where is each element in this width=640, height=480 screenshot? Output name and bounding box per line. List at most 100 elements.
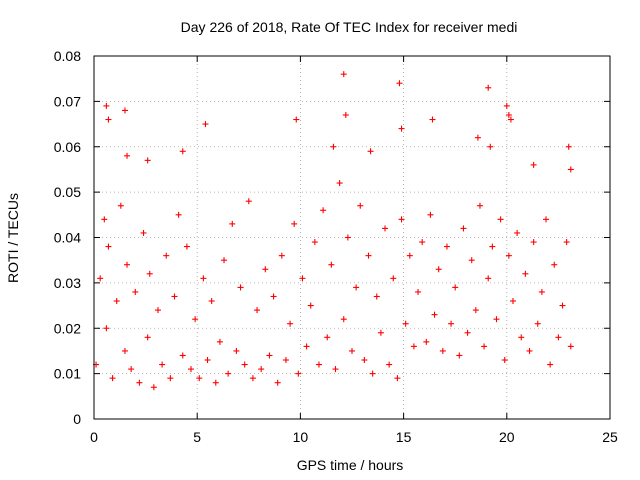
x-tick-label: 10 (293, 429, 309, 445)
x-tick-labels: 0 5 10 15 20 25 (90, 429, 618, 445)
data-point (501, 357, 508, 364)
data-point (291, 220, 298, 227)
data-point (332, 366, 339, 373)
y-tick-label: 0.01 (54, 366, 81, 382)
data-point (514, 229, 521, 236)
data-point (547, 361, 554, 368)
data-point (140, 229, 147, 236)
data-point (402, 320, 409, 327)
y-tick-label: 0.08 (54, 48, 81, 64)
y-axis-label: ROTI / TECUs (5, 193, 21, 283)
data-point (233, 347, 240, 354)
data-point (518, 334, 525, 341)
data-point (551, 261, 558, 268)
data-point (299, 275, 306, 282)
data-point (398, 125, 405, 132)
data-point (431, 311, 438, 318)
data-point (526, 347, 533, 354)
data-point (357, 202, 364, 209)
data-point (121, 107, 128, 114)
data-point (146, 270, 153, 277)
data-point (522, 270, 529, 277)
y-tick-label: 0.03 (54, 275, 81, 291)
data-point (330, 143, 337, 150)
data-point (254, 307, 261, 314)
data-point (503, 102, 510, 109)
data-point (415, 288, 422, 295)
data-point (121, 347, 128, 354)
data-point (124, 152, 131, 159)
data-point (497, 216, 504, 223)
data-point (394, 375, 401, 382)
data-point (188, 366, 195, 373)
plot-frame (93, 55, 611, 420)
data-point (567, 166, 574, 173)
chart-title: Day 226 of 2018, Rate Of TEC Index for r… (181, 19, 518, 35)
data-point (336, 180, 343, 187)
data-point (117, 202, 124, 209)
data-point (109, 375, 116, 382)
data-point (241, 361, 248, 368)
data-point (406, 252, 413, 259)
data-point (382, 225, 389, 232)
data-point (353, 284, 360, 291)
data-point (200, 275, 207, 282)
y-tick-label: 0.04 (54, 230, 81, 246)
data-point (274, 379, 281, 386)
data-point (245, 198, 252, 205)
data-point (196, 375, 203, 382)
data-point (567, 343, 574, 350)
data-point (249, 375, 256, 382)
data-point (464, 329, 471, 336)
data-point (340, 316, 347, 323)
data-point (266, 352, 273, 359)
data-point (262, 266, 269, 273)
data-point (419, 239, 426, 246)
data-point (311, 239, 318, 246)
data-point (103, 102, 110, 109)
y-tick-label: 0.02 (54, 320, 81, 336)
data-point (507, 116, 514, 123)
data-point (435, 266, 442, 273)
data-point (175, 211, 182, 218)
data-point (132, 288, 139, 295)
data-point (505, 252, 512, 259)
data-point (204, 357, 211, 364)
data-point (534, 320, 541, 327)
data-point (427, 211, 434, 218)
data-point (221, 257, 228, 264)
data-point (101, 216, 108, 223)
data-point (163, 252, 170, 259)
data-points (93, 71, 574, 391)
x-tick-label: 25 (602, 429, 618, 445)
data-point (386, 361, 393, 368)
data-point (493, 316, 500, 323)
data-point (258, 366, 265, 373)
data-point (452, 284, 459, 291)
data-point (365, 252, 372, 259)
data-point (179, 352, 186, 359)
data-point (307, 302, 314, 309)
data-point (320, 207, 327, 214)
data-point (154, 307, 161, 314)
data-point (563, 239, 570, 246)
data-point (543, 216, 550, 223)
data-point (472, 307, 479, 314)
data-point (293, 116, 300, 123)
data-point (530, 239, 537, 246)
data-point (150, 384, 157, 391)
data-point (509, 298, 516, 305)
data-point (287, 320, 294, 327)
data-point (270, 293, 277, 300)
data-point (555, 334, 562, 341)
data-point (460, 225, 467, 232)
data-point (396, 80, 403, 87)
data-point (171, 293, 178, 300)
data-point (128, 366, 135, 373)
data-point (342, 111, 349, 118)
data-point (105, 116, 112, 123)
data-point (349, 347, 355, 354)
data-point (340, 71, 347, 78)
data-point (429, 116, 436, 123)
